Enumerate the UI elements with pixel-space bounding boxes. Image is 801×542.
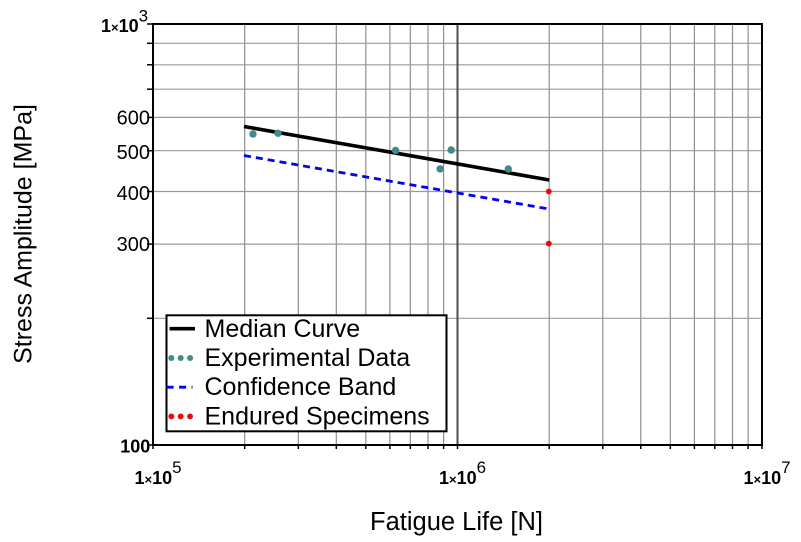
svg-text:Confidence Band: Confidence Band [205, 373, 397, 401]
svg-text:Fatigue Life [N]: Fatigue Life [N] [370, 508, 543, 536]
svg-text:Median Curve: Median Curve [205, 315, 361, 343]
svg-text:400: 400 [117, 183, 150, 205]
svg-text:300: 300 [117, 234, 150, 256]
svg-text:Stress Amplitude [MPa]: Stress Amplitude [MPa] [10, 104, 38, 364]
svg-text:600: 600 [117, 107, 150, 129]
svg-text:100: 100 [120, 437, 150, 457]
svg-text:Endured Specimens: Endured Specimens [205, 402, 430, 430]
svg-text:500: 500 [117, 142, 150, 164]
svg-text:Experimental Data: Experimental Data [205, 344, 411, 372]
